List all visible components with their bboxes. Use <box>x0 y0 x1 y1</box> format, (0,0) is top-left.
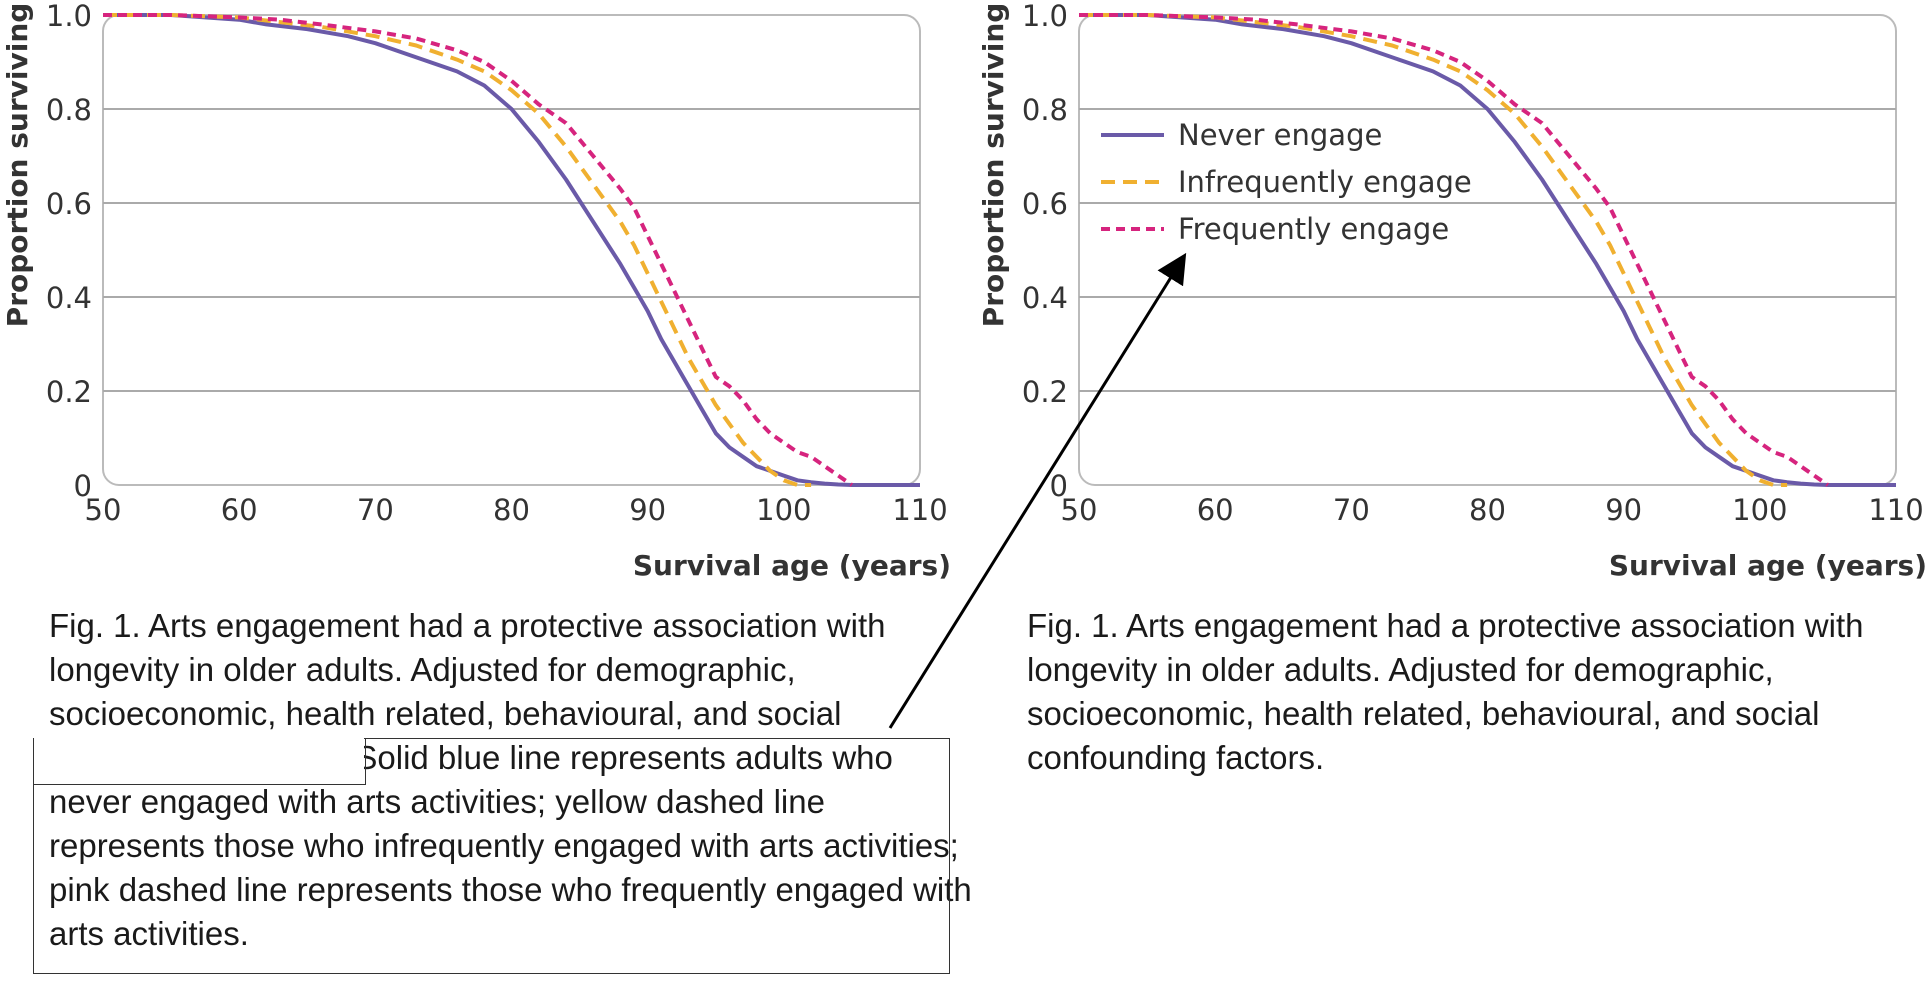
x-tick-label: 70 <box>357 493 394 527</box>
legend-label-never: Never engage <box>1178 118 1382 152</box>
x-tick-label: 110 <box>1868 493 1923 527</box>
plot-frame <box>1078 14 1897 486</box>
highlight-box <box>33 738 950 974</box>
x-tick-label: 70 <box>1333 493 1370 527</box>
x-tick-label: 50 <box>85 493 122 527</box>
x-tick-label: 110 <box>892 493 947 527</box>
x-axis-label: Survival age (years) <box>633 549 951 582</box>
series-line-frequent <box>103 13 854 487</box>
series-line-infrequent <box>103 13 812 487</box>
series-line-frequent <box>1079 13 1830 487</box>
y-tick-label: 0.4 <box>46 281 92 315</box>
y-tick-label: 1.0 <box>1022 0 1068 33</box>
plot-frame <box>102 14 921 486</box>
x-tick-label: 90 <box>1605 493 1642 527</box>
x-tick-label: 60 <box>221 493 258 527</box>
series-line-never <box>103 13 920 487</box>
x-tick-label: 90 <box>629 493 666 527</box>
x-axis-label: Survival age (years) <box>1609 549 1927 582</box>
series-line-infrequent <box>1079 13 1788 487</box>
x-tick-label: 80 <box>1469 493 1506 527</box>
y-axis-label: Proportion surviving <box>1 3 34 328</box>
x-tick-label: 100 <box>1732 493 1787 527</box>
y-tick-label: 0.2 <box>46 375 92 409</box>
caption-right: Fig. 1. Arts engagement had a protective… <box>1027 607 1864 776</box>
y-tick-label: 0.2 <box>1022 375 1068 409</box>
legend-label-frequent: Frequently engage <box>1178 212 1449 246</box>
y-tick-label: 0.8 <box>1022 93 1068 127</box>
x-tick-label: 100 <box>756 493 811 527</box>
y-tick-label: 0.6 <box>1022 187 1068 221</box>
highlight-box-step-edge <box>33 784 366 785</box>
y-axis-label: Proportion surviving <box>977 3 1010 328</box>
survival-chart-left: 0 0.2 0.4 0.6 0.8 1.0 50 60 70 80 90 100 110 Survival… <box>1 0 951 582</box>
y-tick-label: 0.8 <box>46 93 92 127</box>
legend-label-infrequent: Infrequently engage <box>1178 165 1472 199</box>
series-line-never <box>1079 13 1896 487</box>
y-tick-label: 0.4 <box>1022 281 1068 315</box>
x-tick-label: 60 <box>1197 493 1234 527</box>
survival-chart-right: 00.20.40.60.81.050 60 70 80 90 100 110Survival… <box>977 0 1927 582</box>
y-tick-label: 1.0 <box>46 0 92 33</box>
highlight-box-notch <box>34 738 364 784</box>
highlight-box-step <box>365 738 366 785</box>
caption-left-added: Solid blue line represents adults who ne… <box>49 739 972 952</box>
y-tick-label: 0.6 <box>46 187 92 221</box>
y-tick-label: 0 <box>74 469 92 503</box>
x-tick-label: 80 <box>493 493 530 527</box>
x-tick-label: 50 <box>1061 493 1098 527</box>
